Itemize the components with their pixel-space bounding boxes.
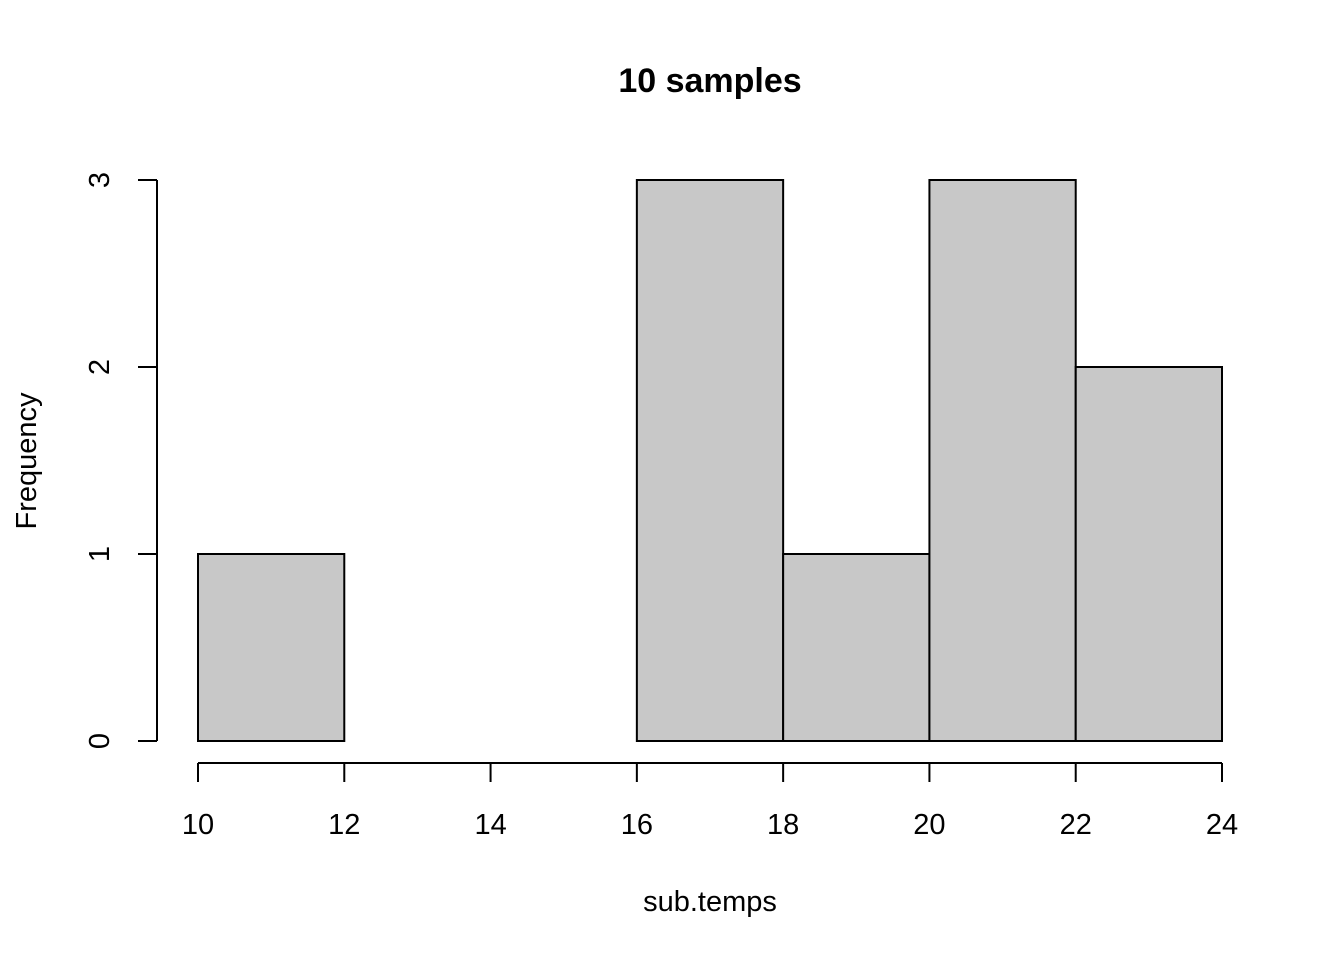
y-axis-label: Frequency: [11, 392, 43, 530]
y-tick-label-3: 3: [84, 172, 116, 188]
histogram-bar-20-22: [928, 179, 1077, 742]
y-tick-label-2: 2: [84, 359, 116, 375]
x-axis: 10 12 14 16 18 20 22 24: [182, 762, 1238, 841]
histogram-bar-22-24: [1074, 366, 1223, 742]
histogram-bar-18-20: [782, 553, 931, 742]
x-axis-label: sub.temps: [643, 886, 777, 918]
x-tick-label-20: 20: [913, 809, 945, 841]
x-tick-label-18: 18: [767, 809, 799, 841]
x-tick-label-10: 10: [182, 809, 214, 841]
chart-title: 10 samples: [618, 62, 801, 100]
histogram-bar-16-18: [635, 179, 785, 742]
histogram-bar-10-12: [197, 553, 346, 742]
x-tick-label-24: 24: [1206, 809, 1238, 841]
x-tick-label-22: 22: [1060, 809, 1092, 841]
y-tick-label-1: 1: [84, 546, 116, 562]
y-axis: 0 1 2 3: [84, 172, 158, 749]
bars-group: [197, 179, 1223, 742]
x-tick-label-14: 14: [474, 809, 506, 841]
x-tick-label-12: 12: [328, 809, 360, 841]
x-tick-label-16: 16: [621, 809, 653, 841]
y-tick-label-0: 0: [84, 733, 116, 749]
